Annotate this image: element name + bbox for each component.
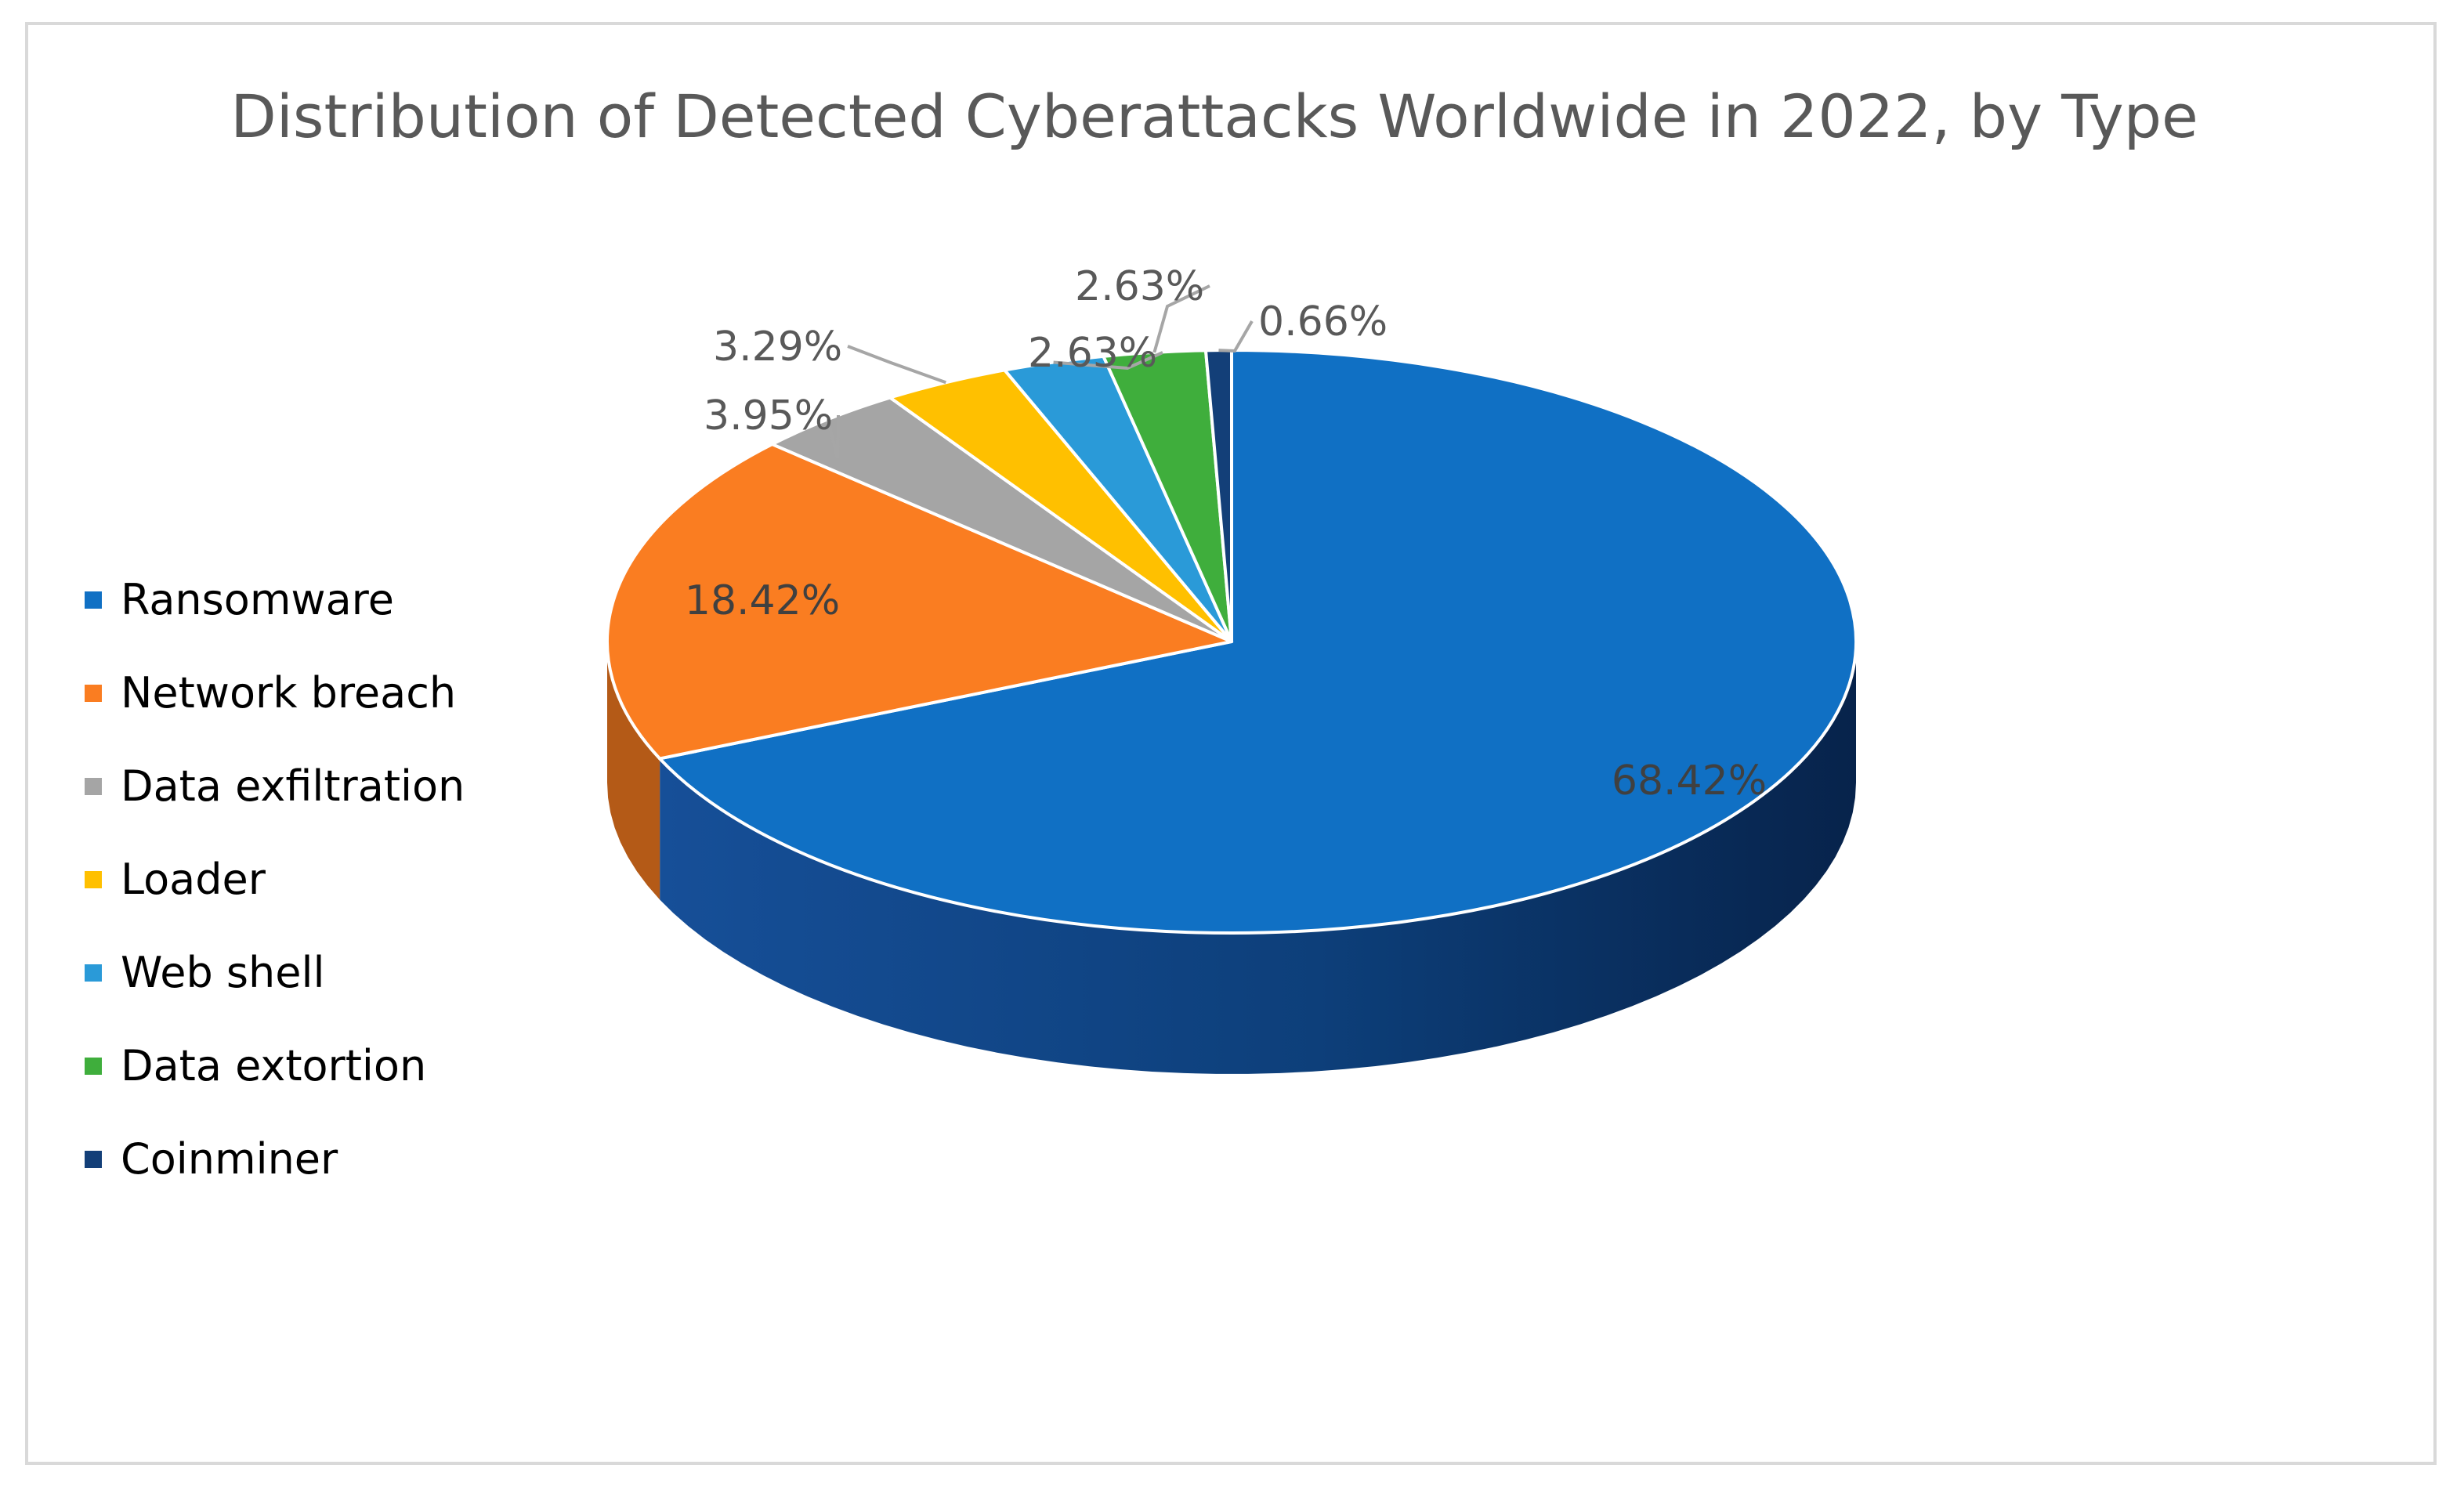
- legend-item-loader: Loader: [85, 833, 465, 926]
- pie-leader-lines: [826, 284, 1254, 459]
- legend-swatch: [85, 591, 102, 609]
- legend-label: Web shell: [121, 947, 325, 997]
- legend-label: Data extortion: [121, 1040, 427, 1090]
- legend-label: Loader: [121, 854, 266, 904]
- chart-title: Distribution of Detected Cyberattacks Wo…: [230, 81, 2198, 151]
- legend-swatch: [85, 777, 102, 795]
- pie-data-label-data-exfiltration: 3.95%: [704, 392, 833, 439]
- chart-legend: Ransomware Network breach Data exfiltratio…: [85, 553, 465, 1206]
- legend-label: Network breach: [121, 667, 457, 718]
- legend-item-data-extortion: Data extortion: [85, 1019, 465, 1112]
- legend-label: Data exfiltration: [121, 761, 465, 811]
- pie-slice-network-breach: [606, 443, 1233, 761]
- legend-item-ransomware: Ransomware: [85, 553, 465, 646]
- leader-line-data-exfiltration: [826, 414, 840, 459]
- legend-swatch: [85, 964, 102, 982]
- legend-label: Ransomware: [121, 574, 394, 624]
- pie-data-label-ransomware: 68.42%: [1612, 758, 1767, 805]
- pie-data-label-network-breach: 18.42%: [685, 577, 840, 624]
- legend-swatch: [85, 1057, 102, 1075]
- pie-data-label-data-extortion: 2.63%: [1075, 263, 1204, 310]
- legend-item-web-shell: Web shell: [85, 926, 465, 1019]
- pie-data-label-loader: 3.29%: [713, 324, 842, 371]
- leader-line-coinminer: [1218, 320, 1254, 353]
- pie-data-labels: 68.42% 18.42% 3.95% 3.29% 2.63% 2.63% 0.66%: [685, 263, 1767, 805]
- legend-swatch: [85, 1150, 102, 1168]
- legend-swatch: [85, 870, 102, 888]
- pie-slice-ransomware: [658, 349, 1858, 935]
- pie-slices: [606, 349, 1858, 935]
- legend-label: Coinminer: [121, 1134, 338, 1184]
- leader-line-data-extortion: [1152, 284, 1210, 353]
- pie-slice-side-ransomware: [660, 642, 1856, 1074]
- pie-data-label-web-shell: 2.63%: [1028, 330, 1157, 377]
- leader-line-web-shell: [1053, 351, 1163, 371]
- pie-slice-side-network-breach: [607, 642, 660, 900]
- legend-swatch: [85, 684, 102, 702]
- pie-data-label-coinminer: 0.66%: [1258, 298, 1388, 345]
- legend-item-data-exfiltration: Data exfiltration: [85, 739, 465, 833]
- legend-item-coinminer: Coinminer: [85, 1112, 465, 1206]
- pie-depth: [607, 642, 1856, 1074]
- leader-line-loader: [847, 345, 946, 385]
- legend-item-network-breach: Network breach: [85, 646, 465, 739]
